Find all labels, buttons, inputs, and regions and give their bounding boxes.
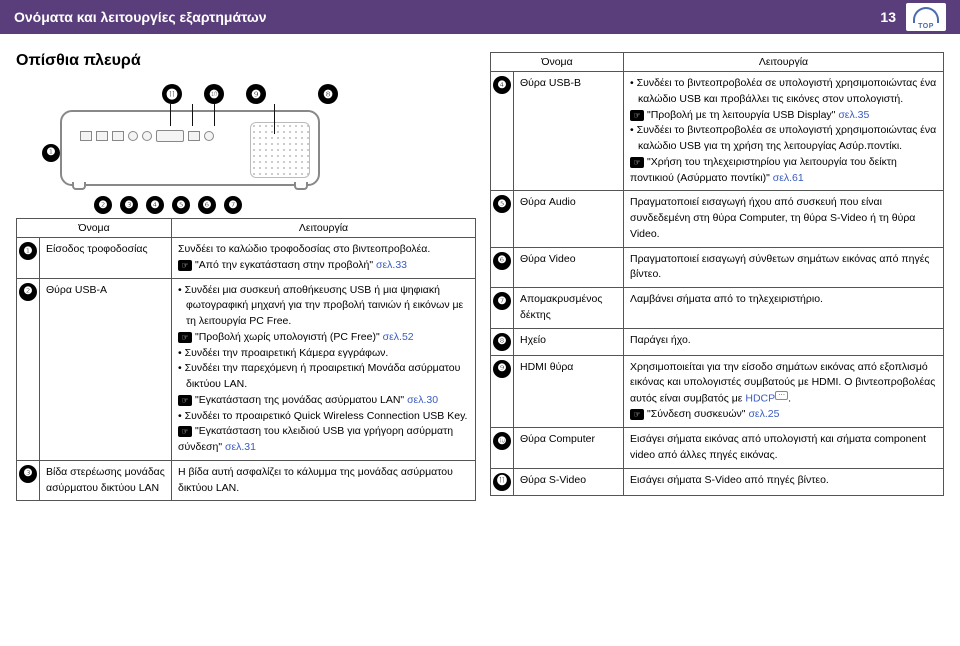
row-name: HDMI θύρα (514, 355, 624, 428)
table-row: ⓫Θύρα S-VideoΕισάγει σήματα S-Video από … (491, 468, 944, 495)
row-num: ❺ (491, 191, 514, 247)
row-func: Συνδέει το καλώδιο τροφοδοσίας στο βιντε… (172, 238, 476, 279)
row-func: Λαμβάνει σήματα από το τηλεχειριστήριο. (624, 288, 944, 329)
row-name: Θύρα Computer (514, 428, 624, 469)
row-name: Θύρα USB-A (40, 278, 172, 460)
callout-10: ❿ (204, 84, 224, 104)
row-num: ❶ (17, 238, 40, 279)
table-row: ❺Θύρα AudioΠραγματοποιεί εισαγωγή ήχου α… (491, 191, 944, 247)
callout-7: ❼ (224, 196, 242, 214)
row-name: Ηχείο (514, 328, 624, 355)
table-row: ❷Θύρα USB-AΣυνδέει μια συσκευή αποθήκευσ… (17, 278, 476, 460)
row-name: Είσοδος τροφοδοσίας (40, 238, 172, 279)
row-func: Χρησιμοποιείται για την είσοδο σημάτων ε… (624, 355, 944, 428)
row-num: ❿ (491, 428, 514, 469)
row-func: Πραγματοποιεί εισαγωγή ήχου από συσκευή … (624, 191, 944, 247)
table-row: ❶Είσοδος τροφοδοσίαςΣυνδέει το καλώδιο τ… (17, 238, 476, 279)
header-title: Ονόματα και λειτουργίες εξαρτημάτων (14, 9, 267, 25)
row-num: ❻ (491, 247, 514, 288)
row-func: Η βίδα αυτή ασφαλίζει το κάλυμμα της μον… (172, 460, 476, 501)
row-func: Παράγει ήχο. (624, 328, 944, 355)
page-header: Ονόματα και λειτουργίες εξαρτημάτων 13 (0, 0, 960, 34)
row-func: Συνδέει μια συσκευή αποθήκευσης USB ή μι… (172, 278, 476, 460)
row-name: Θύρα Video (514, 247, 624, 288)
right-spec-table: Όνομα Λειτουργία ❹Θύρα USB-BΣυνδέει το β… (490, 52, 944, 496)
table-row: ❻Θύρα VideoΠραγματοποιεί εισαγωγή σύνθετ… (491, 247, 944, 288)
callout-3: ❸ (120, 196, 138, 214)
page-content: Οπίσθια πλευρά (0, 34, 960, 511)
callouts-bottom: ❷ ❸ ❹ ❺ ❻ ❼ (94, 196, 242, 214)
row-num: ❷ (17, 278, 40, 460)
right-column: Όνομα Λειτουργία ❹Θύρα USB-BΣυνδέει το β… (490, 52, 944, 501)
port-row (80, 130, 214, 142)
projector-body (60, 110, 320, 186)
row-name: Απομακρυσμένος δέκτης (514, 288, 624, 329)
row-func: Εισάγει σήματα S-Video από πηγές βίντεο. (624, 468, 944, 495)
row-func: Εισάγει σήματα εικόνας από υπολογιστή κα… (624, 428, 944, 469)
th-func: Λειτουργία (172, 219, 476, 238)
row-func: Συνδέει το βιντεοπροβολέα σε υπολογιστή … (624, 72, 944, 191)
table-row: ❿Θύρα ComputerΕισάγει σήματα εικόνας από… (491, 428, 944, 469)
left-column: Οπίσθια πλευρά (16, 52, 476, 501)
row-name: Θύρα Audio (514, 191, 624, 247)
row-num: ❼ (491, 288, 514, 329)
callout-9: ❾ (246, 84, 266, 104)
row-name: Θύρα USB-B (514, 72, 624, 191)
row-name: Θύρα S-Video (514, 468, 624, 495)
th-name-r: Όνομα (491, 53, 624, 72)
table-row: ❽ΗχείοΠαράγει ήχο. (491, 328, 944, 355)
th-func-r: Λειτουργία (624, 53, 944, 72)
callout-1: ❶ (42, 144, 60, 162)
rear-diagram: ⓫ ❿ ❾ ❽ ❶ ❷ ❸ ❹ ❺ ❻ ❼ (42, 82, 342, 212)
section-title: Οπίσθια πλευρά (16, 52, 476, 70)
row-num: ⓫ (491, 468, 514, 495)
page-number: 13 (880, 9, 896, 25)
header-right: 13 (880, 3, 946, 31)
callout-4: ❹ (146, 196, 164, 214)
callout-2: ❷ (94, 196, 112, 214)
row-num: ❸ (17, 460, 40, 501)
row-name: Βίδα στερέωσης μονάδας ασύρματου δικτύου… (40, 460, 172, 501)
row-num: ❾ (491, 355, 514, 428)
top-logo-icon (906, 3, 946, 31)
callout-left: ❶ (42, 142, 60, 162)
callout-8: ❽ (318, 84, 338, 104)
callout-6: ❻ (198, 196, 216, 214)
th-name: Όνομα (17, 219, 172, 238)
left-spec-table: Όνομα Λειτουργία ❶Είσοδος τροφοδοσίαςΣυν… (16, 218, 476, 501)
table-row: ❹Θύρα USB-BΣυνδέει το βιντεοπροβολέα σε … (491, 72, 944, 191)
callout-5: ❺ (172, 196, 190, 214)
row-num: ❽ (491, 328, 514, 355)
callouts-top: ⓫ ❿ ❾ ❽ (162, 84, 338, 104)
table-row: ❼Απομακρυσμένος δέκτηςΛαμβάνει σήματα απ… (491, 288, 944, 329)
row-func: Πραγματοποιεί εισαγωγή σύνθετων σημάτων … (624, 247, 944, 288)
callout-11: ⓫ (162, 84, 182, 104)
speaker-grill-icon (250, 122, 310, 178)
table-row: ❾HDMI θύραΧρησιμοποιείται για την είσοδο… (491, 355, 944, 428)
row-num: ❹ (491, 72, 514, 191)
table-row: ❸Βίδα στερέωσης μονάδας ασύρματου δικτύο… (17, 460, 476, 501)
